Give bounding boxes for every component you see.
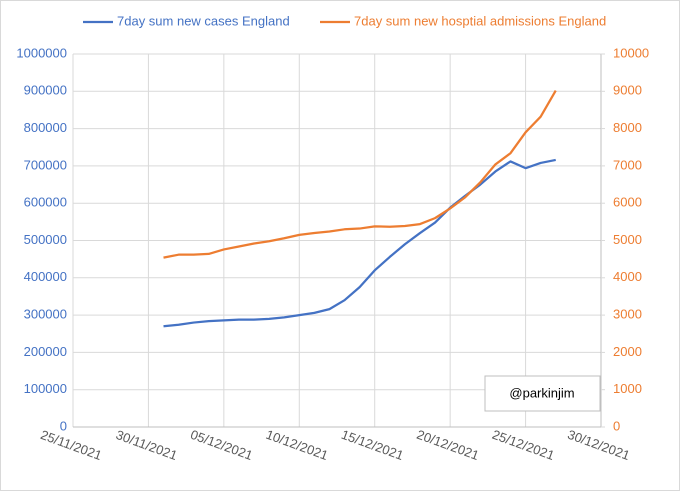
y-tick-label: 700000 xyxy=(24,157,67,172)
y2-tick-label: 7000 xyxy=(613,157,642,172)
y2-tick-label: 2000 xyxy=(613,344,642,359)
y-tick-label: 900000 xyxy=(24,83,67,98)
y-tick-label: 600000 xyxy=(24,195,67,210)
y2-tick-label: 3000 xyxy=(613,307,642,322)
series-line xyxy=(163,158,556,328)
y2-tick-label: 5000 xyxy=(613,232,642,247)
y-tick-label: 300000 xyxy=(24,307,67,322)
y2-tick-label: 10000 xyxy=(613,45,649,60)
annotation-box xyxy=(484,375,601,412)
y-tick-label: 1000000 xyxy=(16,45,67,60)
y-tick-label: 500000 xyxy=(24,232,67,247)
y-tick-label: 0 xyxy=(60,418,67,433)
y2-tick-label: 1000 xyxy=(613,381,642,396)
legend-label: 7day sum new hosptial admissions England xyxy=(354,13,606,28)
y-tick-label: 100000 xyxy=(24,381,67,396)
y2-tick-label: 8000 xyxy=(613,120,642,135)
y2-tick-label: 6000 xyxy=(613,195,642,210)
y2-tick-label: 4000 xyxy=(613,269,642,284)
y-tick-label: 800000 xyxy=(24,120,67,135)
annotation: @parkinjim xyxy=(509,385,574,400)
series-line xyxy=(163,89,557,259)
y-tick-label: 200000 xyxy=(24,344,67,359)
legend-label: 7day sum new cases England xyxy=(117,13,290,28)
y-tick-label: 400000 xyxy=(24,269,67,284)
y2-tick-label: 0 xyxy=(613,418,620,433)
y2-tick-label: 9000 xyxy=(613,83,642,98)
